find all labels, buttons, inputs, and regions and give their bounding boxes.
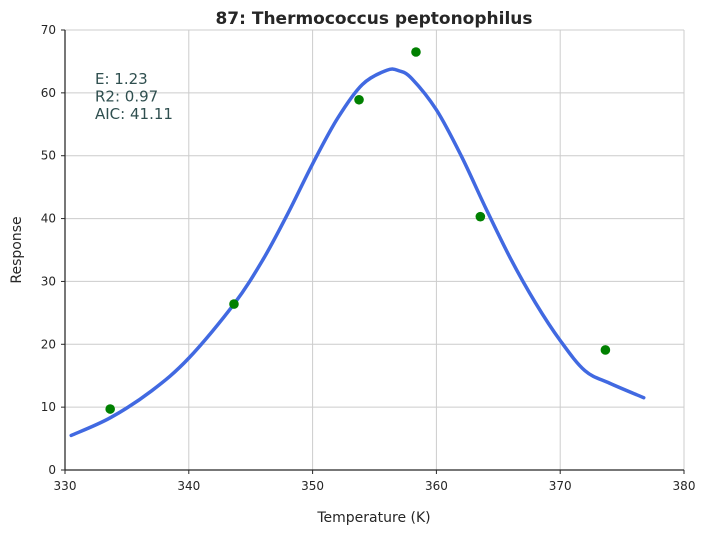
x-tick-label: 340 <box>177 479 200 493</box>
y-tick-labels: 0 10 20 30 40 50 60 70 <box>41 23 56 477</box>
grid <box>65 29 685 470</box>
data-points <box>105 47 611 414</box>
y-tick-label: 70 <box>41 23 56 37</box>
x-tick-label: 350 <box>301 479 324 493</box>
y-tick-label: 50 <box>41 149 56 163</box>
x-tick-labels: 330 340 350 360 370 380 <box>54 479 696 493</box>
y-tick-label: 10 <box>41 400 56 414</box>
data-point <box>411 47 421 57</box>
y-tick-label: 40 <box>41 212 56 226</box>
y-tick-label: 60 <box>41 86 56 100</box>
x-tick-label: 360 <box>425 479 448 493</box>
y-tick-label: 30 <box>41 274 56 288</box>
chart-title: 87: Thermococcus peptonophilus <box>215 9 532 29</box>
axes <box>61 29 685 474</box>
data-point <box>600 345 611 355</box>
x-tick-label: 370 <box>549 479 572 493</box>
data-point <box>229 299 239 309</box>
x-axis-label: Temperature (K) <box>316 510 430 526</box>
y-tick-label: 20 <box>41 337 56 351</box>
fit-statistic-line: AIC: 41.11 <box>95 105 173 123</box>
y-tick-label: 0 <box>48 463 56 477</box>
fit-statistic-line: E: 1.23 <box>95 70 148 88</box>
data-point <box>354 94 364 105</box>
fit-statistic-line: R2: 0.97 <box>95 88 158 106</box>
data-point <box>475 211 486 222</box>
data-point <box>105 404 115 414</box>
fit-curve <box>69 67 646 438</box>
x-tick-label: 380 <box>673 479 696 493</box>
y-axis-label: Response <box>9 216 25 283</box>
x-tick-label: 330 <box>54 479 77 493</box>
